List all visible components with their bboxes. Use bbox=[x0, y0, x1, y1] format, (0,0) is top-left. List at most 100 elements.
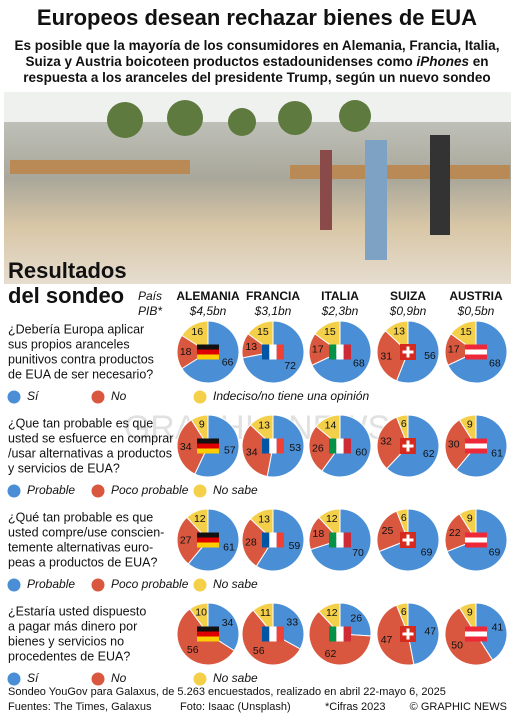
pie: 66 18 16 bbox=[176, 320, 240, 384]
legend-label: Poco probable bbox=[111, 483, 189, 497]
footer-sources: Fuentes: The Times, Galaxus bbox=[8, 701, 152, 713]
slice-label: 61 bbox=[223, 541, 235, 553]
question-text: ¿Que tan probable es que bbox=[8, 416, 153, 430]
country-name: ALEMANIA bbox=[176, 289, 240, 303]
slice-label: 53 bbox=[289, 442, 301, 454]
legend-label: No bbox=[111, 389, 127, 403]
country-name: ITALIA bbox=[321, 289, 359, 303]
flag bbox=[402, 538, 414, 542]
pie-slice bbox=[241, 518, 274, 567]
flag bbox=[197, 448, 219, 454]
pie-slice bbox=[247, 320, 274, 353]
flag bbox=[336, 626, 344, 642]
pie-slice bbox=[376, 330, 409, 382]
flag bbox=[343, 438, 351, 454]
question-text: procedentes de EUA? bbox=[8, 649, 130, 663]
flag bbox=[269, 626, 277, 642]
flag bbox=[197, 344, 219, 350]
question-text: /usar alternativas a productos bbox=[8, 446, 172, 460]
slice-label: 62 bbox=[423, 448, 435, 460]
slice-label: 9 bbox=[467, 418, 473, 430]
pie-slice bbox=[308, 425, 341, 472]
flag bbox=[465, 631, 487, 637]
slice-label: 68 bbox=[489, 358, 501, 370]
flag bbox=[402, 444, 414, 448]
flag bbox=[329, 532, 337, 548]
question-text: y servicios de EUA? bbox=[8, 461, 120, 475]
subtitle: Suiza y Austria boicoteen productos esta… bbox=[25, 54, 488, 69]
slice-label: 13 bbox=[258, 419, 270, 431]
slice-label: 15 bbox=[324, 326, 336, 338]
slice-label: 59 bbox=[289, 540, 301, 552]
slice-label: 16 bbox=[191, 326, 203, 338]
country-label: País bbox=[138, 289, 162, 303]
pie-slice bbox=[315, 414, 341, 448]
slice-label: 26 bbox=[350, 613, 362, 625]
slice-label: 34 bbox=[222, 617, 234, 629]
pie: 62 32 6 bbox=[376, 414, 440, 478]
pie-slice bbox=[314, 320, 341, 353]
legend-swatch bbox=[192, 577, 208, 593]
legend-label: Sí bbox=[27, 389, 40, 403]
question-text: usted se esfuerce en comprar bbox=[8, 431, 173, 445]
slice-label: 22 bbox=[449, 527, 461, 539]
country-gdp: $3,1bn bbox=[254, 304, 292, 318]
question-text: ¿Debería Europa aplicar bbox=[8, 322, 144, 336]
question-text: punitivos contra productos bbox=[8, 352, 154, 366]
pie-slice bbox=[458, 602, 477, 636]
slice-label: 25 bbox=[382, 525, 394, 537]
pie: 34 56 10 bbox=[176, 602, 240, 666]
flag bbox=[276, 626, 284, 642]
slice-label: 15 bbox=[460, 326, 472, 338]
flag bbox=[197, 443, 219, 449]
flag bbox=[465, 443, 487, 449]
flag bbox=[343, 344, 351, 360]
flag bbox=[197, 537, 219, 543]
legend-label: No sabe bbox=[213, 671, 258, 685]
slice-label: 41 bbox=[492, 622, 504, 634]
slice-label: 56 bbox=[187, 644, 199, 656]
slice-label: 13 bbox=[393, 325, 405, 337]
slice-label: 9 bbox=[467, 606, 473, 618]
slice-label: 13 bbox=[258, 513, 270, 525]
slice-label: 12 bbox=[326, 513, 338, 525]
slice-label: 17 bbox=[448, 344, 460, 356]
flag bbox=[262, 344, 270, 360]
pie: 69 25 6 bbox=[376, 508, 440, 572]
flag bbox=[465, 448, 487, 454]
legend-label: No bbox=[111, 671, 127, 685]
slice-label: 6 bbox=[401, 606, 407, 618]
slice-label: 60 bbox=[355, 447, 367, 459]
slice-label: 11 bbox=[260, 607, 271, 619]
legend-swatch bbox=[192, 483, 208, 499]
footer-credit: © GRAPHIC NEWS bbox=[410, 701, 507, 713]
slice-label: 57 bbox=[224, 445, 236, 457]
slice-label: 18 bbox=[313, 528, 325, 540]
pie-slice bbox=[444, 419, 477, 471]
slice-label: 72 bbox=[284, 360, 296, 372]
slice-label: 62 bbox=[325, 648, 337, 660]
country-name: SUIZA bbox=[390, 289, 426, 303]
pie: 56 31 13 bbox=[376, 320, 440, 384]
slice-label: 6 bbox=[401, 512, 407, 524]
slice-label: 33 bbox=[286, 616, 298, 628]
flag bbox=[197, 542, 219, 548]
pie: 33 56 11 bbox=[241, 602, 305, 666]
flag bbox=[343, 532, 351, 548]
slice-label: 12 bbox=[326, 607, 338, 619]
pie-slice bbox=[318, 508, 341, 542]
footer-figures: *Cifras 2023 bbox=[325, 701, 386, 713]
flag bbox=[402, 632, 414, 636]
flag bbox=[343, 626, 351, 642]
slice-label: 9 bbox=[199, 418, 205, 430]
flag bbox=[336, 532, 344, 548]
pie-slice bbox=[190, 414, 209, 448]
subtitle-segment: Es posible que la mayoría de los consumi… bbox=[15, 38, 500, 53]
slice-label: 17 bbox=[312, 344, 324, 356]
slice-label: 32 bbox=[380, 436, 392, 448]
slice-label: 61 bbox=[491, 447, 503, 459]
